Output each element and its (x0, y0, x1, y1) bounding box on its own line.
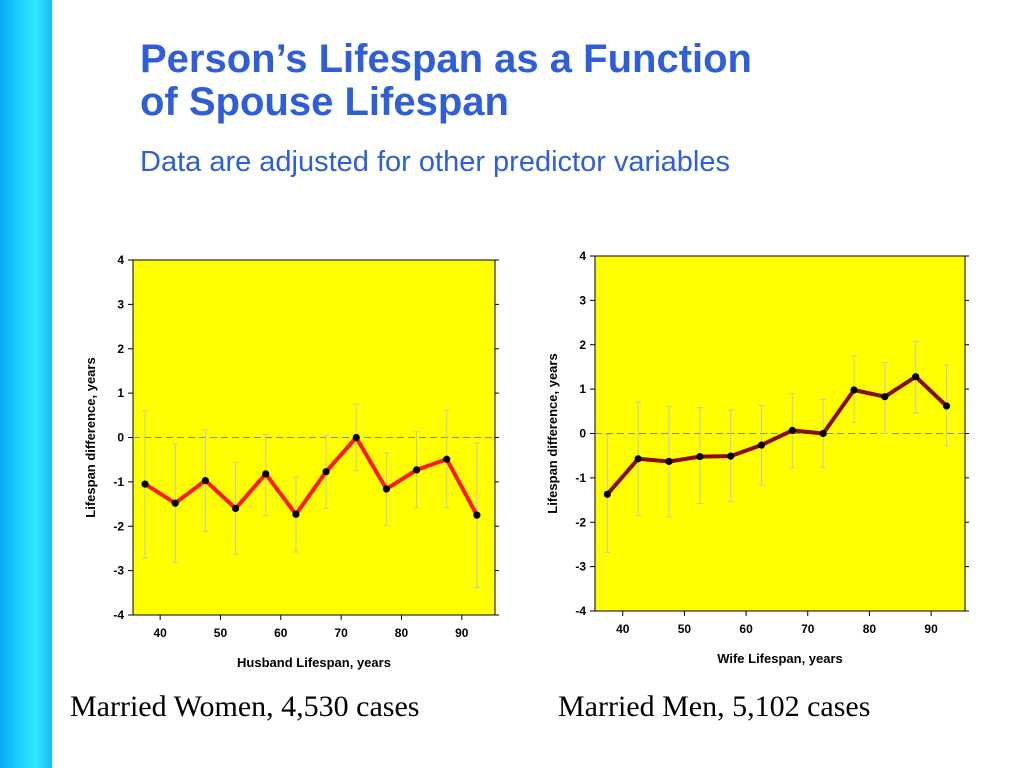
husband-x-tick-label: 50 (214, 626, 228, 640)
title-line-2: of Spouse Lifespan (140, 80, 509, 124)
husband-data-point (412, 466, 421, 474)
wife-data-point (881, 393, 889, 401)
husband-x-tick-label: 70 (334, 626, 348, 640)
title-line-1: Person’s Lifespan as a Function (140, 37, 752, 81)
husband-y-tick-label: -1 (113, 475, 124, 489)
husband-data-point (443, 455, 451, 463)
slide-subtitle: Data are adjusted for other predictor va… (140, 146, 730, 178)
husband-y-tick-label: 1 (117, 386, 124, 400)
wife-y-tick-label: -1 (575, 471, 586, 485)
wife-data-point (603, 490, 611, 498)
husband-data-point (262, 470, 270, 478)
wife-data-point (850, 386, 858, 394)
husband-y-axis-label: Lifespan difference, years (83, 357, 98, 517)
husband-series-line (144, 435, 479, 517)
wife-data-point (819, 429, 827, 438)
wife-x-tick-label: 60 (739, 622, 753, 636)
wife-data-point (788, 426, 796, 434)
wife-y-tick-label: 0 (579, 427, 586, 441)
husband-y-tick-label: 3 (117, 297, 124, 311)
wife-x-axis-label: Wife Lifespan, years (717, 651, 843, 666)
wife-y-tick-label: -4 (575, 604, 586, 618)
wife-y-tick-label: -2 (575, 515, 586, 529)
husband-data-point (201, 476, 209, 485)
husband-x-tick-label: 80 (395, 626, 409, 640)
husband-data-point (171, 499, 179, 507)
husband-x-tick-label: 90 (455, 626, 469, 640)
wife-series-line (605, 374, 948, 496)
husband-x-tick-label: 60 (274, 626, 288, 640)
wife-x-tick-label: 70 (801, 622, 815, 636)
husband-y-tick-label: 2 (117, 342, 124, 356)
caption-married-women: Married Women, 4,530 cases (70, 690, 420, 723)
slide-title: Person’s Lifespan as a Function of Spous… (140, 38, 1000, 124)
husband-y-tick-label: -3 (113, 564, 124, 578)
husband-data-point (352, 433, 360, 442)
husband-y-tick-label: 4 (117, 253, 124, 267)
husband-chart-group: 4 3 2 1 0 -1 -2 -3 -4 40 50 60 70 80 90 Husband Lifespa… (83, 253, 499, 670)
wife-data-point (942, 402, 951, 410)
husband-data-point (322, 468, 330, 476)
husband-data-point (231, 504, 240, 513)
husband-data-point (292, 510, 300, 518)
sidebar-accent-bar (0, 0, 52, 768)
husband-y-tick-label: -2 (113, 519, 124, 533)
wife-x-tick-label: 40 (616, 622, 630, 636)
wife-data-point (912, 373, 920, 381)
wife-y-tick-label: 1 (579, 382, 586, 396)
wife-data-point (634, 455, 642, 463)
wife-y-tick-label: -3 (575, 560, 586, 574)
husband-data-point (141, 480, 149, 488)
husband-x-axis-label: Husband Lifespan, years (237, 655, 391, 670)
husband-y-tick-label: 0 (117, 431, 124, 445)
husband-y-tick-label: -4 (113, 608, 124, 622)
wife-y-axis-label: Lifespan difference, years (545, 353, 560, 513)
caption-married-men: Married Men, 5,102 cases (558, 690, 871, 723)
husband-x-tick-label: 40 (153, 626, 167, 640)
wife-y-tick-label: 2 (579, 338, 586, 352)
husband-data-point (473, 511, 481, 519)
wife-data-point (696, 452, 704, 461)
wife-y-tick-label: 4 (579, 249, 586, 263)
wife-chart-group: 4 3 2 1 0 -1 -2 -3 -4 40 50 60 70 80 90 Wife Lifespan, … (545, 249, 969, 666)
wife-x-tick-label: 90 (924, 622, 938, 636)
wife-data-point (757, 441, 766, 449)
wife-x-tick-label: 50 (678, 622, 692, 636)
wife-x-tick-label: 80 (863, 622, 877, 636)
wife-y-tick-label: 3 (579, 293, 586, 307)
wife-data-point (727, 452, 735, 460)
wife-data-point (665, 457, 673, 466)
husband-data-point (382, 485, 390, 493)
